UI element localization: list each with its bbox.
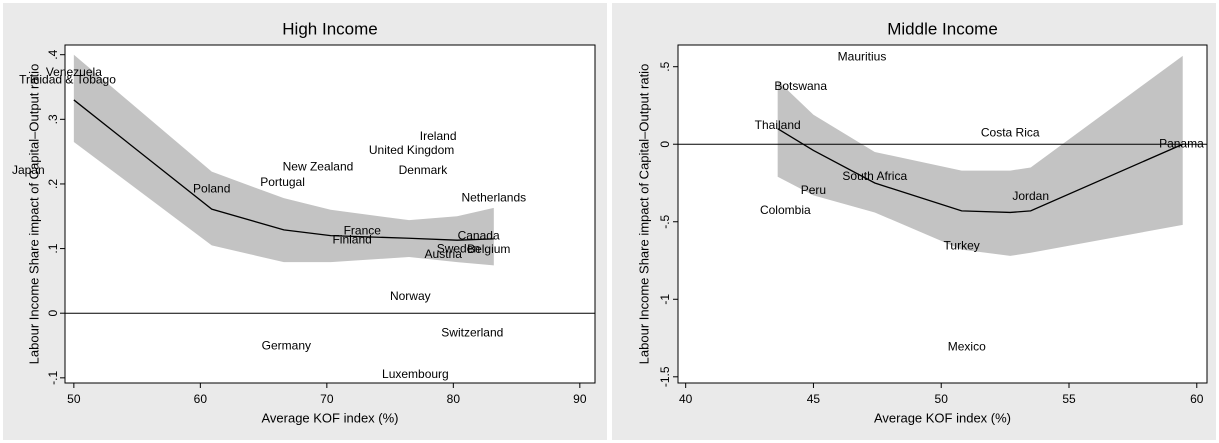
country-label: Netherlands <box>461 190 526 204</box>
country-label: Luxembourg <box>382 367 449 381</box>
country-label: France <box>344 223 382 237</box>
country-label: Germany <box>262 338 311 352</box>
country-label: Portugal <box>260 175 305 189</box>
country-label: Canada <box>458 228 500 242</box>
x-axis-label: Average KOF index (%) <box>261 410 398 425</box>
country-label: Japan <box>12 163 45 177</box>
y-tick-label: .2 <box>46 179 60 189</box>
y-tick-label: .3 <box>46 114 60 124</box>
x-tick-label: 55 <box>1062 392 1076 406</box>
x-tick-label: 60 <box>1190 392 1204 406</box>
country-label: Thailand <box>755 118 801 132</box>
y-tick-label: .1 <box>46 243 60 253</box>
country-label: South Africa <box>842 169 907 183</box>
country-label: Austria <box>425 247 463 261</box>
country-label: Peru <box>801 183 826 197</box>
country-label: Botswana <box>774 79 827 93</box>
country-label: Colombia <box>760 203 811 217</box>
country-label: Jordan <box>1012 189 1049 203</box>
y-tick-label: .5 <box>658 61 672 71</box>
x-tick-label: 70 <box>320 392 334 406</box>
x-axis-label: Average KOF index (%) <box>874 410 1011 425</box>
country-label: New Zealand <box>283 159 354 173</box>
y-tick-label: .4 <box>46 49 60 59</box>
country-label: Switzerland <box>441 325 503 339</box>
y-tick-label: -.1 <box>46 371 60 385</box>
country-label: Mauritius <box>838 50 887 64</box>
country-label: Belgium <box>467 242 510 256</box>
country-label: Poland <box>193 181 230 195</box>
fit-line <box>777 128 1183 214</box>
x-tick-label: 80 <box>447 392 461 406</box>
country-label: Sweden <box>437 241 480 255</box>
country-label: Norway <box>390 289 431 303</box>
x-tick-label: 45 <box>807 392 821 406</box>
y-tick-label: -1.5 <box>658 366 672 387</box>
x-tick-label: 90 <box>573 392 587 406</box>
country-label: United Kingdom <box>369 143 454 157</box>
country-label: Costa Rica <box>981 126 1040 140</box>
country-label: Trinidad & Tobago <box>19 73 116 87</box>
y-axis-label: Labour Income Share impact of Capital–Ou… <box>636 64 651 365</box>
y-tick-label: -1 <box>658 294 672 305</box>
country-label: Denmark <box>399 163 449 177</box>
x-tick-label: 60 <box>194 392 208 406</box>
y-tick-label: -.5 <box>658 214 672 228</box>
y-tick-label: 0 <box>46 310 60 317</box>
country-label: Finland <box>332 232 371 246</box>
x-tick-label: 50 <box>935 392 949 406</box>
fit-line <box>73 99 494 241</box>
country-label: Ireland <box>420 129 457 143</box>
country-label: Turkey <box>944 239 980 253</box>
country-label: Panama <box>1159 136 1204 150</box>
confidence-band <box>777 55 1183 256</box>
chart-title: High Income <box>282 19 377 38</box>
country-label: Venezuela <box>46 65 102 79</box>
x-tick-label: 50 <box>67 392 81 406</box>
confidence-band <box>73 54 494 266</box>
country-label: Mexico <box>948 340 986 354</box>
x-tick-label: 40 <box>679 392 693 406</box>
y-axis-label: Labour Income Share impact of Capital–Ou… <box>26 64 41 365</box>
chart-title: Middle Income <box>887 19 998 38</box>
y-tick-label: 0 <box>658 141 672 148</box>
